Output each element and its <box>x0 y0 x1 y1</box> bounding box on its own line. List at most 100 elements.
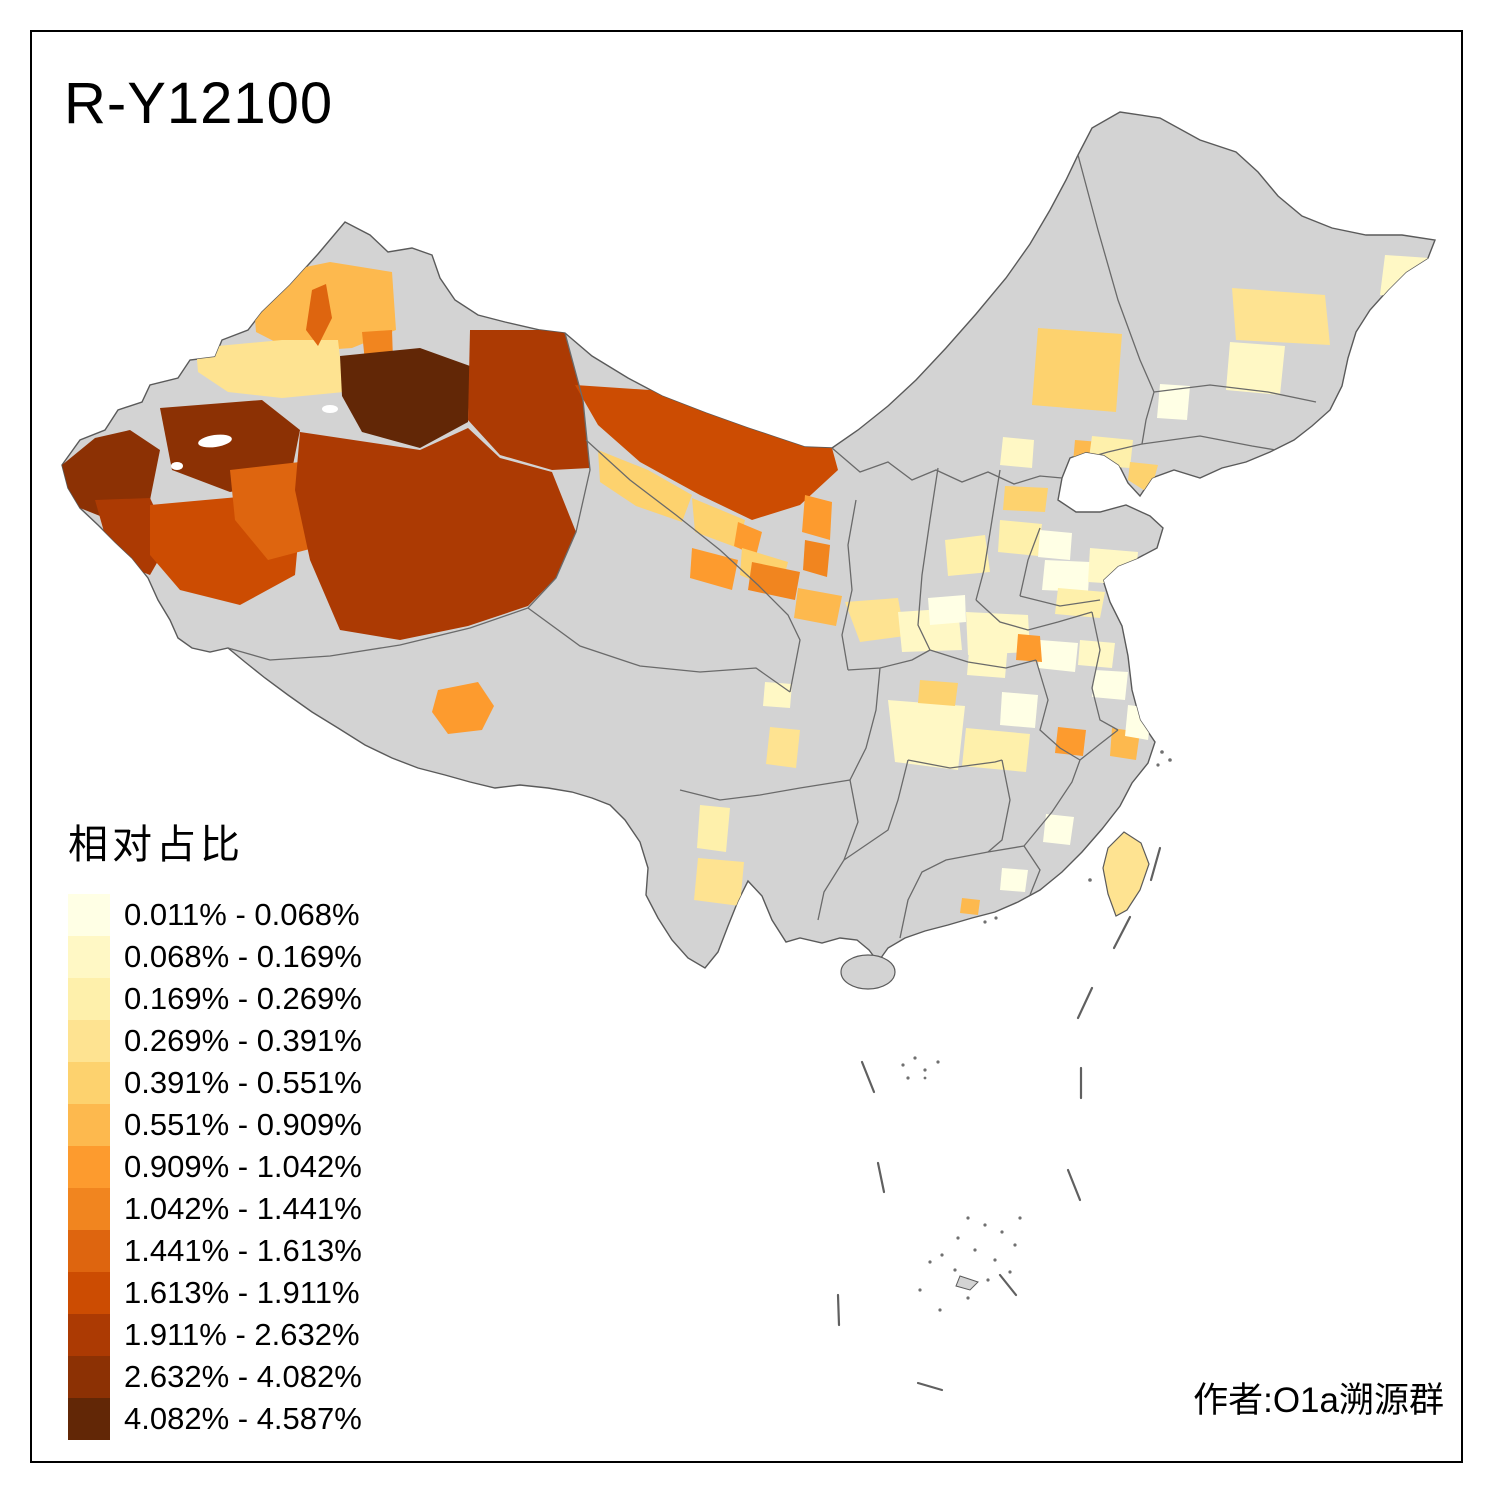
region-suihua <box>1226 342 1285 395</box>
region-qingdao <box>1088 548 1138 585</box>
region-shantou <box>1000 868 1028 892</box>
region-kashgar <box>62 430 160 520</box>
legend-row: 1.441% - 1.613% <box>68 1230 488 1272</box>
legend-label: 4.082% - 4.587% <box>124 1401 362 1436</box>
legend-label: 0.551% - 0.909% <box>124 1107 362 1142</box>
region-harbin <box>1232 288 1330 345</box>
region-lijiang <box>697 805 730 852</box>
region-zhengzhou-east <box>967 640 1008 678</box>
legend-row: 0.909% - 1.042% <box>68 1146 488 1188</box>
region-alxa <box>575 385 838 520</box>
legend-swatch <box>68 1104 110 1146</box>
plot-frame <box>30 30 1463 1463</box>
region-karamay <box>306 284 332 346</box>
region-wuzhong <box>803 540 830 577</box>
legend-swatch <box>68 1398 110 1440</box>
region-dingxi <box>794 588 842 626</box>
region-xuzhou <box>1078 640 1115 668</box>
region-zhangye <box>692 498 745 548</box>
legend-row: 0.068% - 0.169% <box>68 936 488 978</box>
legend-label: 0.068% - 0.169% <box>124 939 362 974</box>
hainan-island <box>840 954 896 990</box>
region-jingzhou <box>918 680 958 706</box>
lakes <box>171 405 338 470</box>
region-jinan <box>1042 560 1090 592</box>
attribution: 作者:O1a溯源群 <box>1193 1381 1444 1420</box>
choropleth-regions <box>62 255 1430 915</box>
legend-swatch <box>68 1230 110 1272</box>
region-tangshan <box>1003 486 1048 512</box>
region-urumqi-changji <box>340 348 470 448</box>
legend-label: 1.911% - 2.632% <box>124 1317 360 1352</box>
legend-row: 0.391% - 0.551% <box>68 1062 488 1104</box>
region-kunming <box>694 858 744 906</box>
legend-row: 1.613% - 1.911% <box>68 1272 488 1314</box>
region-yibin <box>766 727 800 768</box>
legend-swatch <box>68 978 110 1020</box>
region-taiyuan <box>945 535 990 576</box>
legend-label: 0.909% - 1.042% <box>124 1149 362 1184</box>
region-beijing <box>1000 437 1034 468</box>
region-hami <box>468 330 590 470</box>
region-bayingol <box>295 428 576 640</box>
region-lanzhou <box>748 562 800 600</box>
legend-label: 0.169% - 0.269% <box>124 981 362 1016</box>
region-shangrao <box>1055 727 1086 756</box>
legend-swatch <box>68 1356 110 1398</box>
region-hefei <box>1000 692 1038 728</box>
region-baoji-xian <box>845 598 905 642</box>
region-changchun <box>1157 384 1190 420</box>
legend-swatch <box>68 1062 110 1104</box>
legend-label: 0.011% - 0.068% <box>124 897 360 932</box>
south-sea-islets <box>901 750 1172 1312</box>
legend-label: 2.632% - 4.082% <box>124 1359 362 1394</box>
page-title: R-Y12100 <box>64 71 334 136</box>
region-chengdu-east <box>763 682 792 708</box>
region-shijiazhuang <box>998 520 1042 556</box>
legend-swatch <box>68 1146 110 1188</box>
region-fuzhou <box>1043 814 1074 845</box>
region-jiuquan <box>598 450 692 522</box>
legend-swatch <box>68 1020 110 1062</box>
region-fuyang <box>1016 634 1042 662</box>
legend-swatch <box>68 1314 110 1356</box>
region-yuncheng <box>928 595 966 625</box>
region-taiwan <box>1102 831 1150 917</box>
legend: 相对占比 0.011% - 0.068% 0.068% - 0.169% 0.169… <box>68 812 488 1440</box>
region-shangqiu <box>1038 640 1078 672</box>
region-hengshui <box>1038 530 1072 560</box>
legend-label: 0.391% - 0.551% <box>124 1065 362 1100</box>
region-xining <box>690 548 738 590</box>
legend-swatch <box>68 894 110 936</box>
legend-row: 2.632% - 4.082% <box>68 1356 488 1398</box>
region-jiangxi-band <box>962 728 1030 772</box>
region-tongliao <box>1032 328 1122 412</box>
legend-row: 4.082% - 4.587% <box>68 1398 488 1440</box>
region-zhuhai <box>960 898 980 915</box>
region-nanyang-changde <box>888 700 965 770</box>
legend-rows: 0.011% - 0.068% 0.068% - 0.169% 0.169% - 0… <box>68 894 488 1440</box>
legend-swatch <box>68 936 110 978</box>
region-huaian <box>1092 670 1128 700</box>
nine-dash-line <box>836 846 1162 1392</box>
legend-label: 0.269% - 0.391% <box>124 1023 362 1058</box>
region-shanghai-area <box>1125 705 1152 740</box>
legend-title: 相对占比 <box>68 823 244 867</box>
legend-swatch <box>68 1188 110 1230</box>
legend-row: 0.269% - 0.391% <box>68 1020 488 1062</box>
legend-row: 1.911% - 2.632% <box>68 1314 488 1356</box>
legend-row: 0.551% - 0.909% <box>68 1104 488 1146</box>
legend-row: 0.169% - 0.269% <box>68 978 488 1020</box>
region-lhasa <box>432 682 494 734</box>
region-jinchang <box>734 522 762 556</box>
legend-row: 1.042% - 1.441% <box>68 1188 488 1230</box>
province-borders <box>227 154 1317 939</box>
region-yinchuan <box>802 495 832 540</box>
legend-label: 1.042% - 1.441% <box>124 1191 362 1226</box>
region-yili <box>196 340 344 398</box>
legend-swatch <box>68 1272 110 1314</box>
legend-label: 1.613% - 1.911% <box>124 1275 360 1310</box>
legend-label: 1.441% - 1.613% <box>124 1233 362 1268</box>
